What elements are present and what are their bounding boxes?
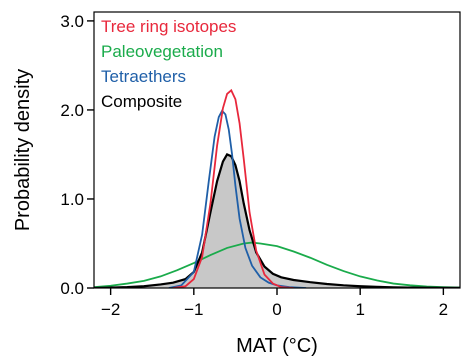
legend-entry-0: Tree ring isotopes (101, 17, 236, 36)
y-tick-label: 3.0 (60, 12, 84, 31)
series-line-3 (94, 153, 460, 288)
x-tick-label: 1 (355, 300, 364, 319)
x-tick-label: 2 (439, 300, 448, 319)
y-tick-label: 0.0 (60, 279, 84, 298)
x-tick-label: −1 (184, 300, 203, 319)
x-tick-label: −2 (101, 300, 120, 319)
y-axis-label: Probability density (12, 69, 34, 231)
x-axis: −2 −1 0 1 2 (101, 288, 448, 319)
legend: Tree ring isotopes Paleovegetation Tetraet… (101, 17, 236, 111)
series-line-1 (94, 241, 460, 288)
y-tick-label: 2.0 (60, 101, 84, 120)
y-axis: 0.0 1.0 2.0 3.0 (60, 12, 94, 298)
x-tick-label: 0 (272, 300, 281, 319)
series-line-2 (168, 109, 307, 288)
series-area-3 (94, 154, 460, 288)
legend-entry-3: Composite (101, 92, 182, 111)
legend-entry-1: Paleovegetation (101, 42, 223, 61)
y-tick-label: 1.0 (60, 190, 84, 209)
series-line-0 (172, 88, 294, 288)
plot-area (94, 88, 460, 288)
legend-entry-2: Tetraethers (101, 67, 186, 86)
x-axis-label: MAT (°C) (236, 335, 318, 357)
